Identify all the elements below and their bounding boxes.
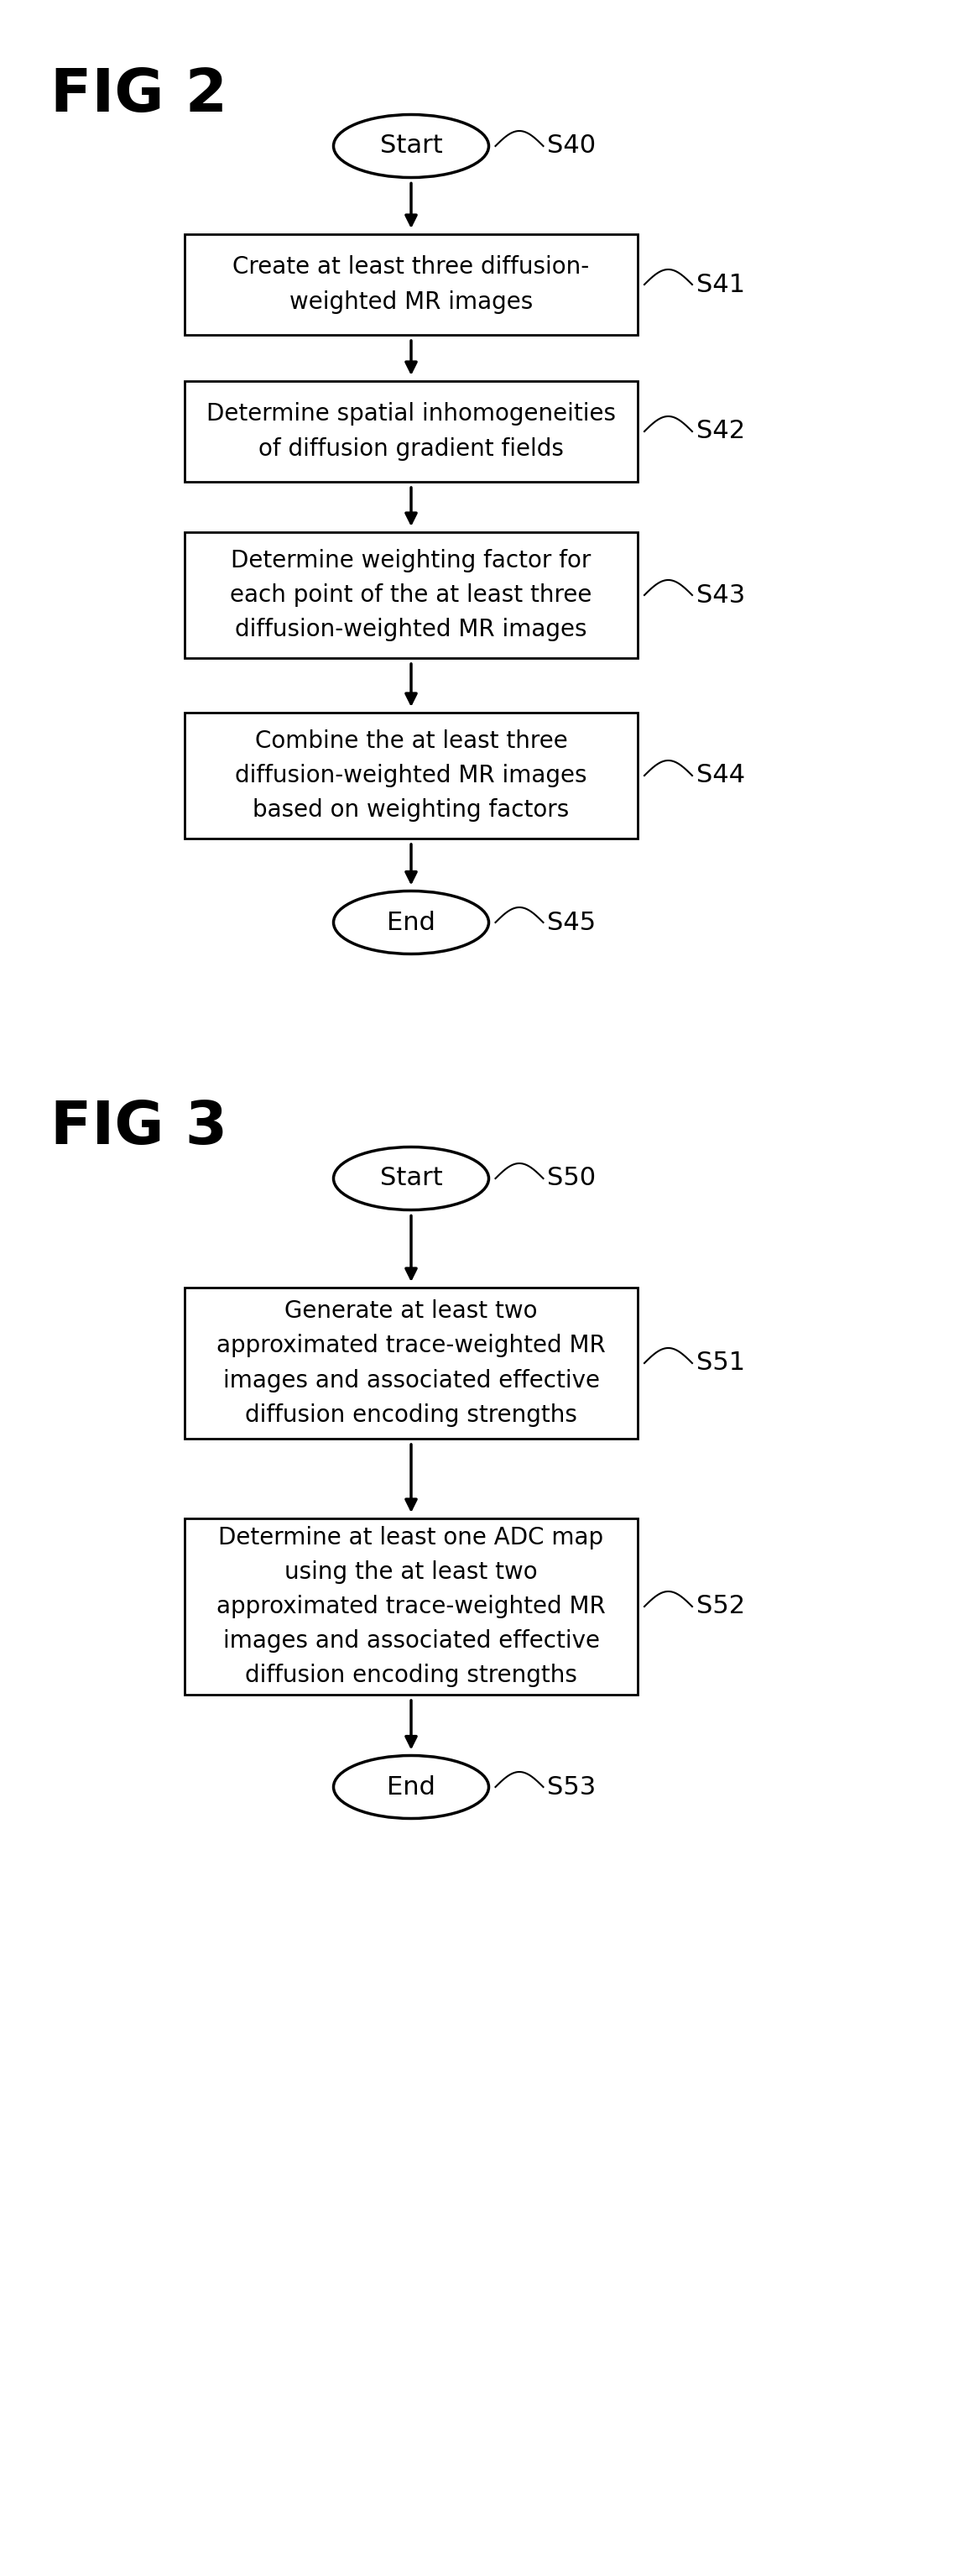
Ellipse shape: [334, 891, 489, 953]
Text: S41: S41: [696, 273, 745, 296]
Text: Combine the at least three
diffusion-weighted MR images
based on weighting facto: Combine the at least three diffusion-wei…: [235, 729, 587, 822]
Text: End: End: [386, 1775, 435, 1798]
Ellipse shape: [334, 113, 489, 178]
Text: S50: S50: [548, 1167, 596, 1190]
Text: S45: S45: [548, 909, 596, 935]
Text: S44: S44: [696, 762, 745, 788]
FancyBboxPatch shape: [184, 1517, 638, 1695]
Text: Create at least three diffusion-
weighted MR images: Create at least three diffusion- weighte…: [233, 255, 590, 314]
Text: Start: Start: [380, 134, 442, 157]
Text: S51: S51: [696, 1350, 745, 1376]
FancyBboxPatch shape: [184, 533, 638, 657]
Text: S43: S43: [696, 582, 745, 608]
Text: Generate at least two
approximated trace-weighted MR
images and associated effec: Generate at least two approximated trace…: [217, 1298, 606, 1427]
Text: S52: S52: [696, 1595, 745, 1618]
Text: Start: Start: [380, 1167, 442, 1190]
Text: S42: S42: [696, 420, 745, 443]
Text: Determine weighting factor for
each point of the at least three
diffusion-weight: Determine weighting factor for each poin…: [230, 549, 592, 641]
FancyBboxPatch shape: [184, 714, 638, 840]
Text: FIG 2: FIG 2: [50, 67, 227, 124]
Text: FIG 3: FIG 3: [50, 1100, 227, 1157]
Ellipse shape: [334, 1754, 489, 1819]
Text: Determine at least one ADC map
using the at least two
approximated trace-weighte: Determine at least one ADC map using the…: [217, 1525, 606, 1687]
Text: Determine spatial inhomogeneities
of diffusion gradient fields: Determine spatial inhomogeneities of dif…: [206, 402, 616, 461]
FancyBboxPatch shape: [184, 1288, 638, 1437]
Text: S40: S40: [548, 134, 596, 157]
FancyBboxPatch shape: [184, 381, 638, 482]
Ellipse shape: [334, 1146, 489, 1211]
Text: S53: S53: [548, 1775, 596, 1798]
FancyBboxPatch shape: [184, 234, 638, 335]
Text: End: End: [386, 909, 435, 935]
